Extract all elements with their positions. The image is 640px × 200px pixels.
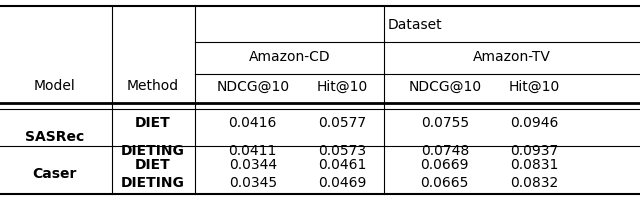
Text: 0.0946: 0.0946 — [510, 116, 559, 130]
Text: SASRec: SASRec — [25, 130, 84, 144]
Text: Amazon-CD: Amazon-CD — [248, 50, 330, 64]
Text: Amazon-TV: Amazon-TV — [473, 50, 551, 64]
Text: 0.0344: 0.0344 — [228, 158, 277, 172]
Text: 0.0755: 0.0755 — [420, 116, 469, 130]
Text: DIETING: DIETING — [120, 176, 184, 190]
Text: 0.0577: 0.0577 — [318, 116, 367, 130]
Text: 0.0461: 0.0461 — [318, 158, 367, 172]
Text: Hit@10: Hit@10 — [509, 79, 560, 93]
Text: 0.0937: 0.0937 — [510, 144, 559, 158]
Text: 0.0416: 0.0416 — [228, 116, 277, 130]
Text: Caser: Caser — [32, 167, 77, 181]
Text: 0.0832: 0.0832 — [510, 176, 559, 190]
Text: NDCG@10: NDCG@10 — [408, 79, 481, 93]
Text: DIET: DIET — [134, 116, 170, 130]
Text: 0.0665: 0.0665 — [420, 176, 469, 190]
Text: 0.0411: 0.0411 — [228, 144, 277, 158]
Text: DIETING: DIETING — [120, 144, 184, 158]
Text: Method: Method — [126, 79, 179, 93]
Text: Dataset: Dataset — [387, 18, 442, 32]
Text: 0.0469: 0.0469 — [318, 176, 367, 190]
Text: 0.0831: 0.0831 — [510, 158, 559, 172]
Text: DIET: DIET — [134, 158, 170, 172]
Text: NDCG@10: NDCG@10 — [216, 79, 289, 93]
Text: 0.0748: 0.0748 — [420, 144, 469, 158]
Text: 0.0573: 0.0573 — [318, 144, 367, 158]
Text: 0.0345: 0.0345 — [228, 176, 277, 190]
Text: Hit@10: Hit@10 — [317, 79, 368, 93]
Text: Model: Model — [33, 79, 76, 93]
Text: 0.0669: 0.0669 — [420, 158, 469, 172]
